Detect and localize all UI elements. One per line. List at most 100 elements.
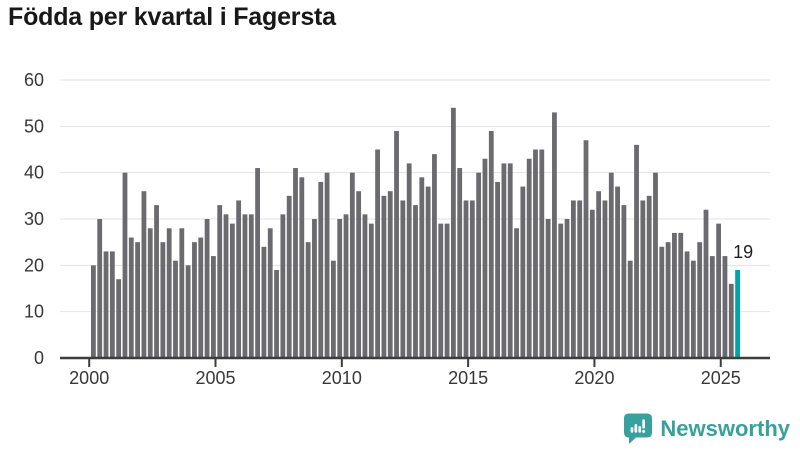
bar: [192, 242, 197, 357]
bar: [672, 232, 677, 357]
bar: [564, 219, 570, 357]
bar: [653, 172, 658, 357]
bar: [166, 228, 172, 357]
x-axis-tick-label: 2005: [195, 368, 235, 388]
bar: [362, 214, 368, 357]
bar: [482, 158, 488, 357]
bar: [343, 214, 349, 357]
newsworthy-logo-icon: [624, 413, 653, 444]
bar: [703, 209, 709, 357]
bar: [413, 205, 418, 357]
bar: [615, 186, 620, 357]
bar: [381, 195, 387, 357]
bar: [728, 283, 734, 357]
bar: [223, 214, 229, 357]
bar: [286, 195, 292, 357]
bar: [293, 168, 298, 357]
bar: [141, 191, 147, 357]
bar: [261, 246, 267, 357]
bar: [280, 214, 286, 357]
bar: [210, 256, 216, 357]
highlight-value-label: 19: [733, 242, 753, 262]
bar: [469, 200, 475, 357]
bar: [583, 140, 589, 357]
branding-name: Newsworthy: [660, 416, 790, 441]
branding-footer: Newsworthy: [623, 413, 790, 445]
bar: [229, 223, 235, 357]
bar: [552, 112, 557, 357]
bar: [337, 219, 343, 357]
bar: [116, 279, 122, 357]
bar: [690, 260, 696, 357]
bar: [659, 246, 665, 357]
bar: [545, 219, 551, 357]
bar: [697, 242, 703, 357]
bar: [589, 209, 595, 357]
bar: [356, 191, 362, 357]
highlight-bar: [735, 269, 740, 357]
bar: [514, 228, 519, 357]
bar: [501, 163, 507, 357]
bar: [406, 163, 412, 357]
bar: [577, 200, 583, 357]
chart-title: Födda per kvartal i Fagersta: [8, 3, 336, 31]
bar: [438, 223, 444, 357]
x-axis-tick-label: 2010: [322, 368, 362, 388]
x-axis-tick-label: 2020: [574, 368, 614, 388]
y-axis-tick-label: 0: [34, 348, 44, 368]
bar: [122, 172, 128, 357]
y-axis-tick-label: 10: [24, 302, 44, 322]
bar: [160, 242, 166, 357]
bar: [570, 200, 576, 357]
bar: [646, 195, 652, 357]
bar: [97, 219, 103, 357]
bar: [154, 205, 159, 357]
bar: [179, 228, 185, 357]
bar: [684, 251, 690, 357]
bar: [520, 186, 526, 357]
bar: [507, 163, 513, 357]
bar: [608, 172, 614, 357]
y-axis-tick-label: 40: [24, 163, 44, 183]
bar: [722, 256, 728, 357]
bar: [457, 168, 463, 357]
bar: [147, 228, 153, 357]
bar: [248, 214, 254, 357]
bar: [267, 228, 273, 357]
bar: [476, 172, 482, 357]
bar: [634, 144, 639, 357]
bar: [444, 223, 450, 357]
bar: [299, 177, 305, 357]
bar: [198, 237, 204, 357]
bar: [236, 200, 242, 357]
y-axis-tick-label: 30: [24, 209, 44, 229]
bar: [596, 191, 602, 357]
bar: [128, 237, 134, 357]
bar: [627, 260, 633, 357]
bar: [103, 251, 109, 357]
bar: [217, 205, 223, 357]
bar: [312, 219, 317, 357]
bar: [621, 205, 627, 357]
bar: [173, 260, 178, 357]
bar: [640, 200, 646, 357]
bar: [602, 200, 608, 357]
bar: [349, 172, 355, 357]
bar: [387, 191, 393, 357]
bar: [204, 219, 210, 357]
bar: [109, 251, 115, 357]
bar: [488, 130, 494, 357]
y-axis-tick-label: 60: [24, 70, 44, 90]
bar: [375, 149, 380, 357]
bar: [432, 154, 437, 357]
bar: [318, 181, 324, 357]
bar: [450, 107, 456, 357]
bar: [242, 214, 248, 357]
x-axis-tick-label: 2000: [69, 368, 109, 388]
bar: [665, 242, 671, 357]
y-axis-tick-label: 50: [24, 116, 44, 136]
x-axis-tick-label: 2025: [701, 368, 741, 388]
bar: [678, 232, 684, 357]
